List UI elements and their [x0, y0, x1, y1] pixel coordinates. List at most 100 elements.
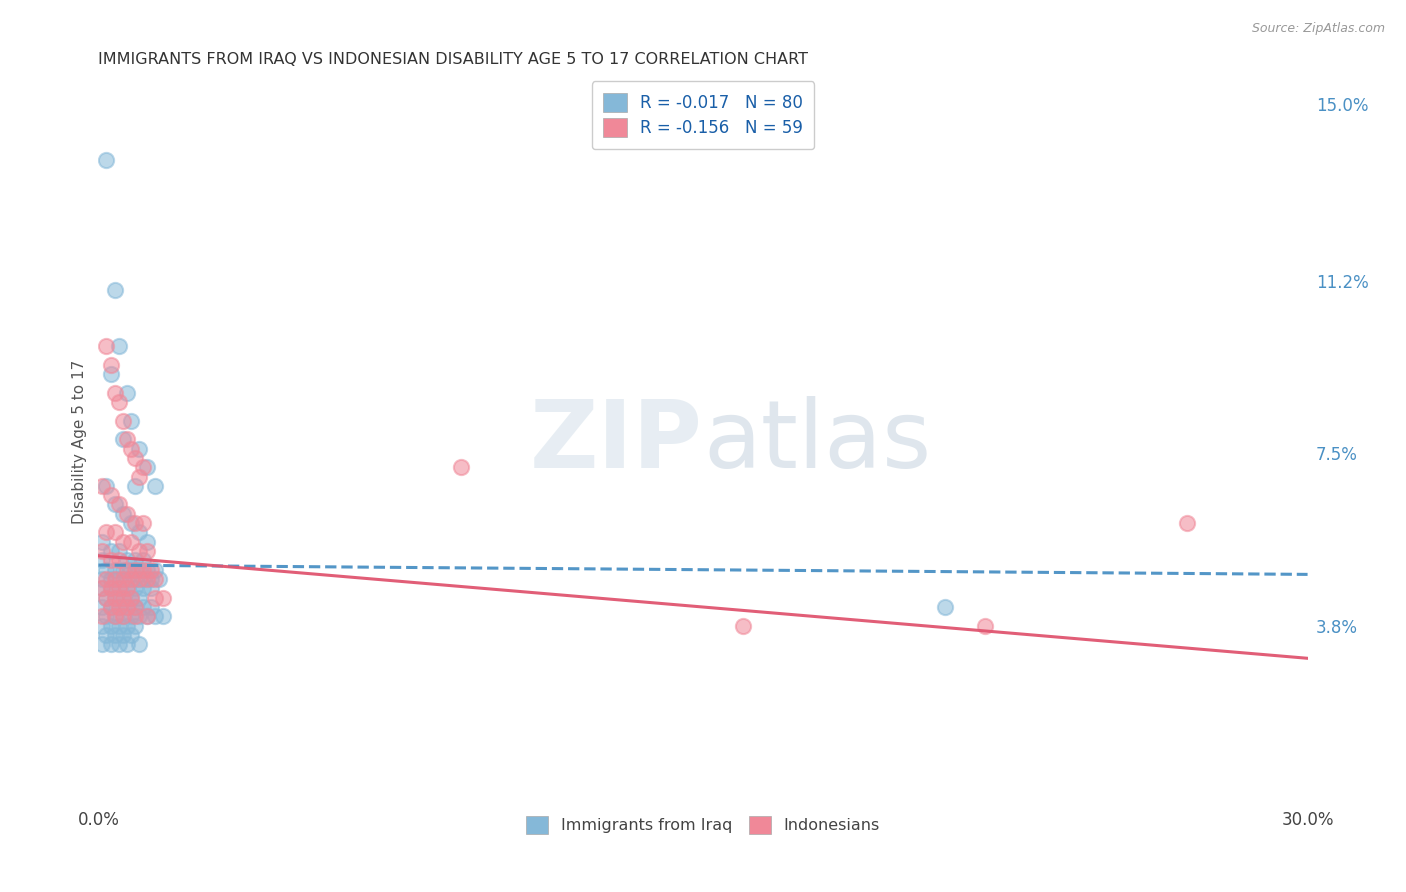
Point	[132, 460, 155, 475]
Point	[111, 534, 134, 549]
Point	[120, 572, 142, 586]
Point	[96, 591, 118, 605]
Point	[103, 563, 125, 577]
Point	[132, 582, 155, 596]
Point	[96, 628, 118, 642]
Point	[91, 582, 114, 596]
Point	[152, 609, 174, 624]
Point	[128, 544, 150, 558]
Point	[100, 618, 122, 632]
Point	[143, 479, 166, 493]
Point	[120, 609, 142, 624]
Point	[103, 628, 125, 642]
Point	[103, 283, 125, 297]
Point	[100, 582, 122, 596]
Point	[96, 479, 118, 493]
Point	[103, 591, 125, 605]
Point	[124, 553, 146, 567]
Point	[135, 572, 157, 586]
Point	[143, 591, 166, 605]
Point	[115, 563, 138, 577]
Point	[120, 563, 142, 577]
Point	[128, 637, 150, 651]
Point	[143, 572, 166, 586]
Point	[128, 591, 150, 605]
Point	[450, 460, 472, 475]
Point	[107, 637, 129, 651]
Point	[120, 534, 142, 549]
Point	[124, 600, 146, 615]
Point	[103, 572, 125, 586]
Point	[96, 591, 118, 605]
Point	[107, 339, 129, 353]
Point	[96, 572, 118, 586]
Point	[128, 469, 150, 483]
Point	[96, 525, 118, 540]
Point	[132, 600, 155, 615]
Point	[100, 553, 122, 567]
Point	[107, 618, 129, 632]
Point	[124, 450, 146, 465]
Text: Source: ZipAtlas.com: Source: ZipAtlas.com	[1251, 22, 1385, 36]
Point	[107, 553, 129, 567]
Point	[124, 479, 146, 493]
Point	[103, 498, 125, 512]
Point	[132, 572, 155, 586]
Point	[139, 600, 162, 615]
Point	[107, 395, 129, 409]
Point	[100, 572, 122, 586]
Point	[91, 534, 114, 549]
Point	[91, 544, 114, 558]
Point	[132, 516, 155, 530]
Point	[124, 572, 146, 586]
Point	[111, 563, 134, 577]
Point	[120, 413, 142, 427]
Point	[103, 591, 125, 605]
Point	[100, 600, 122, 615]
Point	[115, 582, 138, 596]
Point	[120, 442, 142, 456]
Point	[103, 525, 125, 540]
Point	[115, 582, 138, 596]
Point	[139, 572, 162, 586]
Point	[111, 591, 134, 605]
Point	[107, 544, 129, 558]
Point	[103, 609, 125, 624]
Point	[135, 544, 157, 558]
Point	[139, 563, 162, 577]
Point	[139, 582, 162, 596]
Point	[115, 618, 138, 632]
Point	[128, 442, 150, 456]
Point	[115, 600, 138, 615]
Point	[111, 591, 134, 605]
Point	[135, 609, 157, 624]
Point	[128, 609, 150, 624]
Point	[135, 460, 157, 475]
Point	[107, 582, 129, 596]
Point	[132, 563, 155, 577]
Point	[91, 572, 114, 586]
Point	[115, 385, 138, 400]
Point	[111, 609, 134, 624]
Point	[91, 618, 114, 632]
Point	[128, 572, 150, 586]
Point	[115, 600, 138, 615]
Point	[132, 553, 155, 567]
Point	[96, 339, 118, 353]
Point	[124, 563, 146, 577]
Point	[91, 600, 114, 615]
Point	[100, 367, 122, 381]
Point	[124, 600, 146, 615]
Point	[1175, 516, 1198, 530]
Text: ZIP: ZIP	[530, 395, 703, 488]
Point	[107, 600, 129, 615]
Point	[124, 582, 146, 596]
Point	[111, 609, 134, 624]
Y-axis label: Disability Age 5 to 17: Disability Age 5 to 17	[72, 359, 87, 524]
Point	[96, 609, 118, 624]
Point	[100, 544, 122, 558]
Point	[143, 563, 166, 577]
Point	[120, 516, 142, 530]
Point	[91, 609, 114, 624]
Point	[135, 609, 157, 624]
